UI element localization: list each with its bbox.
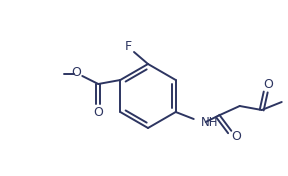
Text: O: O <box>71 67 81 80</box>
Text: O: O <box>231 130 241 143</box>
Text: O: O <box>93 106 103 120</box>
Text: F: F <box>124 40 132 54</box>
Text: O: O <box>263 77 273 90</box>
Text: NH: NH <box>201 117 218 130</box>
